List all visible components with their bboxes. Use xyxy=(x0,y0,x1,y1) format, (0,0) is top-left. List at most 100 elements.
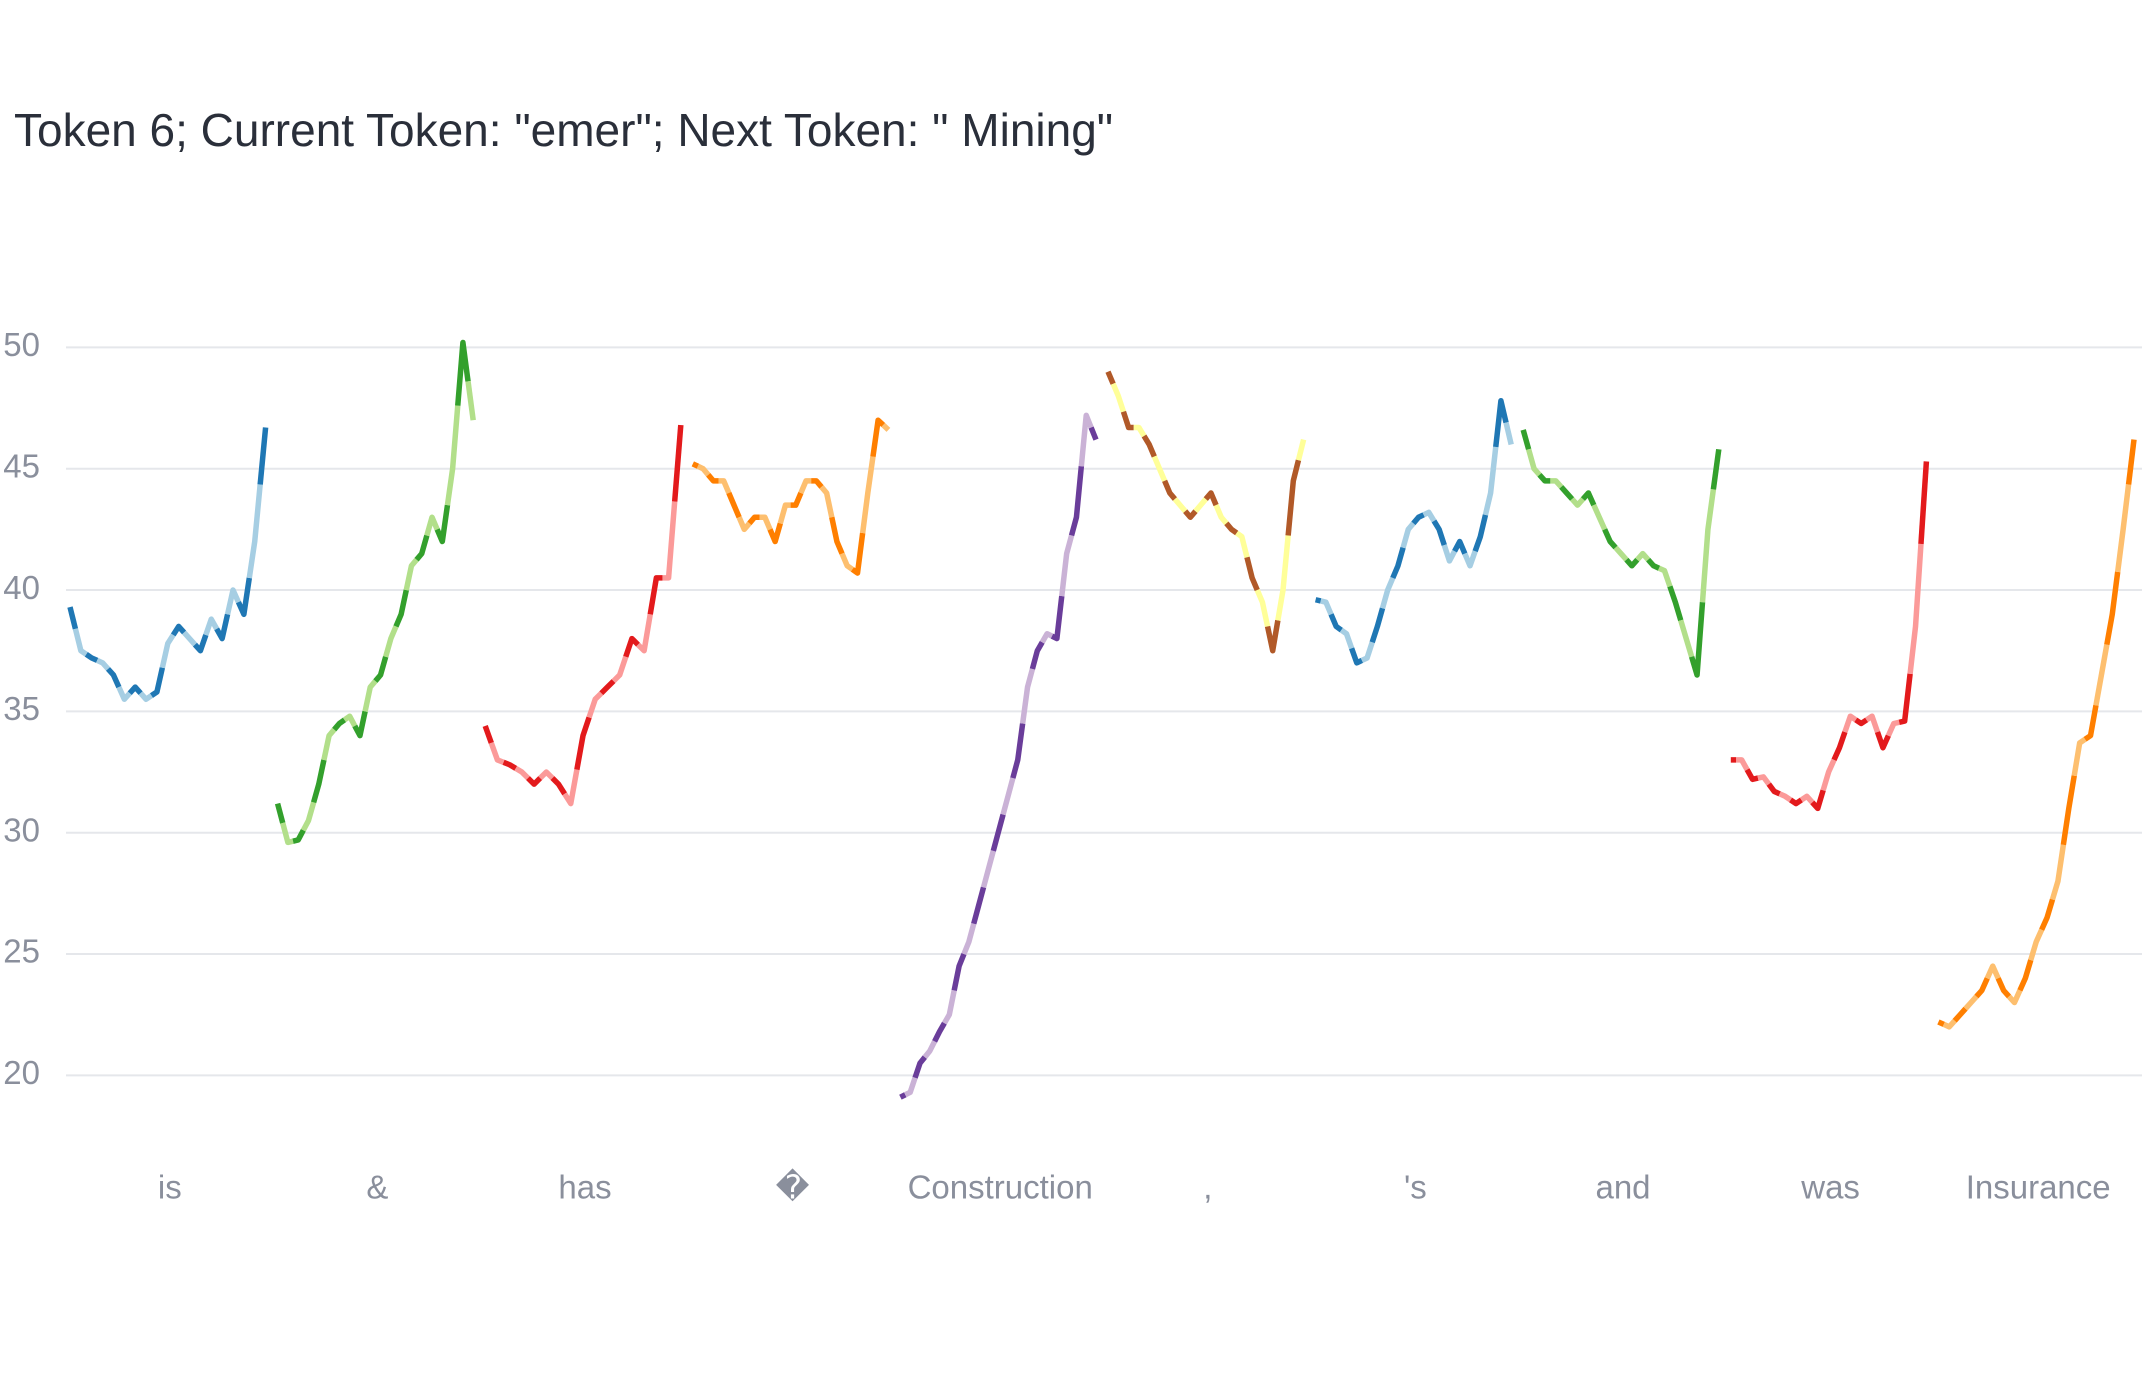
line-piece xyxy=(1235,530,1250,558)
line-piece xyxy=(777,502,791,525)
x-tick-label: is xyxy=(158,1169,182,1206)
y-tick-label: 20 xyxy=(3,1054,40,1091)
line-piece xyxy=(2071,736,2087,777)
line-piece xyxy=(1525,448,1542,477)
line-piece xyxy=(1493,398,1509,448)
line-piece xyxy=(465,381,476,421)
line-piece xyxy=(414,534,430,562)
line-piece xyxy=(1974,977,1990,999)
y-tick-label: 50 xyxy=(3,326,40,363)
line-piece xyxy=(1907,543,1924,675)
line-piece xyxy=(623,635,640,658)
line-piece xyxy=(1559,485,1575,501)
line-piece xyxy=(951,952,967,991)
x-tick-label: � xyxy=(776,1168,810,1206)
line-piece xyxy=(373,656,389,683)
line-piece xyxy=(1275,535,1291,621)
line-piece xyxy=(1039,630,1054,644)
line-piece xyxy=(300,801,317,832)
line-piece xyxy=(1624,557,1640,569)
line-piece xyxy=(1264,619,1281,654)
line-piece xyxy=(310,759,327,804)
line-piece xyxy=(1842,713,1858,733)
line-piece xyxy=(980,850,996,889)
line-piece xyxy=(170,623,187,637)
line-piece xyxy=(1193,497,1208,513)
line-piece xyxy=(1918,461,1930,545)
line-piece xyxy=(942,989,957,1025)
line-piece xyxy=(342,713,358,728)
line-piece xyxy=(1613,545,1629,562)
line-piece xyxy=(1000,777,1016,816)
line-piece xyxy=(403,557,419,591)
x-tick-label: & xyxy=(366,1169,388,1206)
line-piece xyxy=(1244,556,1260,592)
line-piece xyxy=(1678,619,1695,658)
line-piece xyxy=(455,339,471,406)
line-piece xyxy=(1854,717,1869,727)
line-piece xyxy=(292,828,306,844)
line-piece xyxy=(611,655,629,683)
line-piece xyxy=(1688,601,1706,678)
line-piece xyxy=(224,587,241,615)
line-piece xyxy=(1390,546,1406,579)
chart-title: Token 6; Current Token: "emer"; Next Tok… xyxy=(14,104,1113,156)
line-piece xyxy=(2060,775,2077,846)
line-piece xyxy=(2093,644,2110,706)
line-piece xyxy=(1328,613,1343,633)
line-piece xyxy=(514,766,530,781)
line-piece xyxy=(182,630,198,647)
line-piece xyxy=(599,679,616,696)
line-piece xyxy=(235,577,253,618)
line-piece xyxy=(870,417,886,457)
line-piece xyxy=(747,514,760,526)
line-piece xyxy=(362,679,378,712)
line-piece xyxy=(1213,504,1229,526)
line-piece xyxy=(482,724,494,744)
line-piece xyxy=(1320,598,1334,616)
line-piece xyxy=(647,575,663,615)
line-piece xyxy=(502,759,518,771)
line-piece xyxy=(127,684,143,696)
line-piece xyxy=(1580,490,1597,507)
line-piece xyxy=(798,478,812,495)
line-piece xyxy=(1029,640,1045,670)
line-piece xyxy=(2125,439,2137,485)
line-piece xyxy=(526,776,543,787)
line-piece xyxy=(1799,793,1815,805)
line-piece xyxy=(819,485,835,518)
line-piece xyxy=(961,922,977,956)
line-piece xyxy=(138,691,154,702)
line-piece xyxy=(1285,459,1302,536)
line-piece xyxy=(811,478,824,489)
line-piece xyxy=(1699,488,1717,603)
line-piece xyxy=(829,516,845,555)
line-piece xyxy=(424,514,440,537)
line-piece xyxy=(1068,466,1085,537)
line-piece xyxy=(246,484,263,579)
line-piece xyxy=(662,501,678,581)
line-piece xyxy=(67,606,79,630)
line-piece xyxy=(759,514,773,531)
line-piece xyxy=(1942,1018,1957,1030)
line-piece xyxy=(922,1040,938,1059)
line-piece xyxy=(159,633,176,669)
line-piece xyxy=(434,504,451,545)
y-tick-label: 45 xyxy=(3,447,40,484)
line-piece xyxy=(726,491,742,519)
line-piece xyxy=(1431,519,1447,547)
x-tick-label: 's xyxy=(1404,1169,1427,1206)
line-piece xyxy=(488,741,505,765)
line-piece xyxy=(1766,782,1781,797)
line-piece xyxy=(149,667,166,698)
line-piece xyxy=(280,822,294,846)
line-piece xyxy=(1472,514,1489,553)
line-piece xyxy=(1059,534,1075,597)
line-piece xyxy=(1133,424,1147,438)
line-piece xyxy=(562,769,580,807)
line-piece xyxy=(1422,509,1437,523)
line-piece xyxy=(1224,521,1239,536)
line-piece xyxy=(1050,595,1065,642)
line-piece xyxy=(393,589,409,628)
line-piece xyxy=(1831,731,1848,762)
